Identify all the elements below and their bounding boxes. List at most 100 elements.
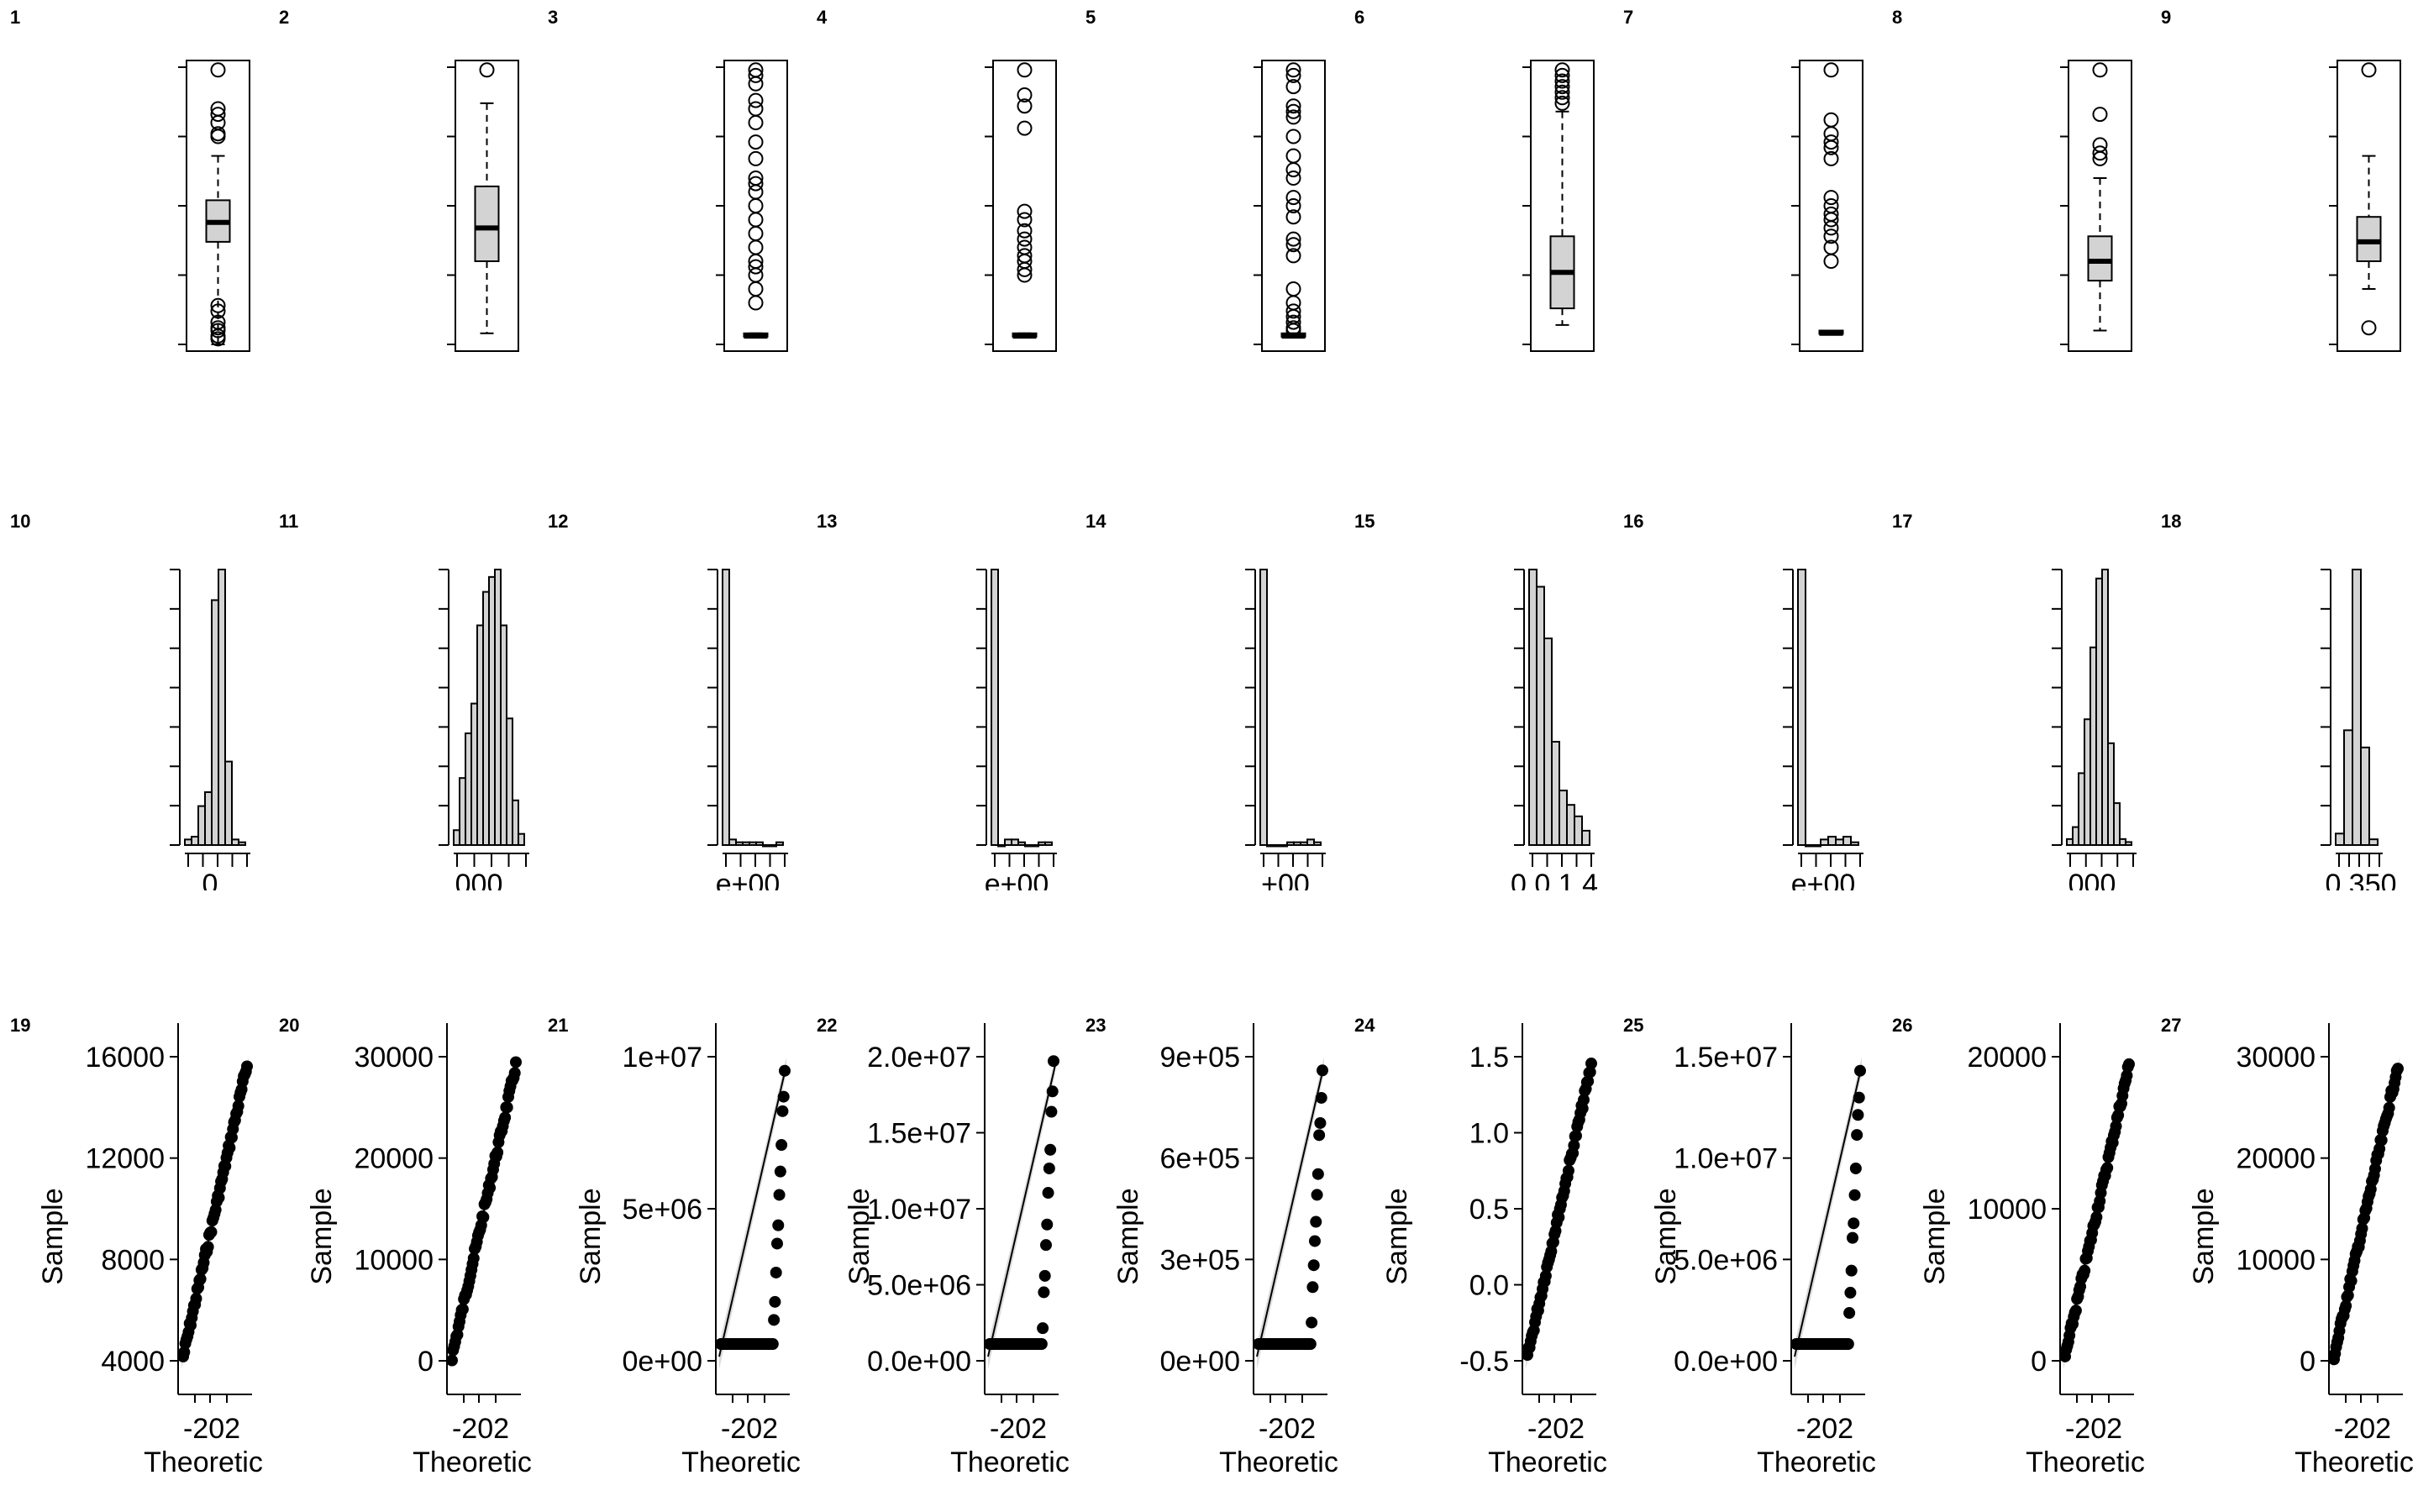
outlier-point xyxy=(1285,323,1301,339)
panel-4: 4 xyxy=(817,7,1057,352)
outlier-point xyxy=(479,62,495,78)
qq-point xyxy=(446,1354,458,1367)
qq-point xyxy=(1844,1286,1857,1299)
panel-label: 7 xyxy=(1623,7,1633,28)
panel-22: 22 2.0e+07 1.5e+07 1.0e+07 5.0e+06 0.0e+00 -20… xyxy=(817,1015,1070,1478)
hist-bar xyxy=(1038,841,1046,847)
x-tick-label: 000 xyxy=(2068,869,2116,900)
qq-point xyxy=(1039,1239,1052,1252)
qq-point xyxy=(2121,1069,2133,1082)
outlier-point xyxy=(748,67,764,83)
panel-label: 4 xyxy=(817,7,828,28)
y-tick-label: 1.0 xyxy=(1469,1118,1509,1150)
y-tick-label: 0 xyxy=(418,1346,434,1378)
iqr-box xyxy=(2356,216,2382,263)
qq-point xyxy=(1851,1129,1863,1142)
y-tick-label: 5e+06 xyxy=(623,1194,703,1226)
panel-6: 6 xyxy=(1354,7,1595,352)
outlier-point xyxy=(1554,62,1570,78)
panel-label: 26 xyxy=(1892,1015,1912,1036)
reference-line xyxy=(718,1064,787,1357)
panel-label: 14 xyxy=(1085,511,1106,532)
y-tick-label: 10000 xyxy=(2236,1244,2315,1276)
qq-point xyxy=(2375,1134,2388,1147)
qq-point xyxy=(1308,1235,1321,1247)
qq-point xyxy=(777,1090,790,1103)
x-axis-label: Theoretic xyxy=(144,1446,263,1478)
outlier-point xyxy=(748,76,764,92)
qq-point xyxy=(1038,1286,1050,1299)
hist-bar xyxy=(2113,802,2121,847)
x-tick-label: -202 xyxy=(1527,1413,1585,1445)
qq-point xyxy=(2101,1162,2114,1174)
qq-point xyxy=(1584,1066,1596,1079)
hist-bar xyxy=(2352,569,2362,846)
outlier-point xyxy=(210,62,226,78)
hist-bar xyxy=(2072,826,2079,847)
hist-bar xyxy=(1004,838,1012,846)
hist-bar xyxy=(500,624,507,847)
hist-bar xyxy=(2084,718,2091,846)
panel-label: 15 xyxy=(1354,511,1375,532)
x-tick-label: -202 xyxy=(1796,1413,1853,1445)
qq-point xyxy=(2383,1101,2395,1114)
outlier-point xyxy=(1285,198,1301,213)
qq-point xyxy=(2345,1274,2358,1287)
qq-point xyxy=(491,1146,504,1158)
hist-bar xyxy=(1306,838,1315,846)
panel-label: 17 xyxy=(1892,511,1912,532)
panel-label: 11 xyxy=(279,511,298,532)
qq-point xyxy=(770,1266,782,1278)
hist-bar xyxy=(1827,836,1837,847)
qq-point xyxy=(1843,1307,1856,1320)
outlier-point xyxy=(1017,261,1033,277)
qq-point xyxy=(769,1295,781,1308)
x-axis-label: Theoretic xyxy=(2026,1446,2145,1478)
outlier-point xyxy=(1285,209,1301,225)
panel-label: 5 xyxy=(1085,7,1096,28)
qq-point xyxy=(202,1241,214,1253)
y-tick-label: 12000 xyxy=(85,1143,165,1175)
qq-point xyxy=(1038,1269,1051,1282)
qq-point xyxy=(1042,1187,1054,1200)
x-tick-label: -202 xyxy=(2334,1413,2391,1445)
qq-point xyxy=(1585,1058,1597,1070)
hist-bar xyxy=(1543,638,1553,846)
qq-point xyxy=(2392,1063,2404,1075)
y-axis-label: Sample xyxy=(1919,1188,1951,1284)
qq-point xyxy=(178,1346,191,1358)
hist-bar xyxy=(211,599,219,846)
qq-point xyxy=(768,1314,781,1326)
y-tick-label: 1.5 xyxy=(1469,1042,1509,1074)
qq-point xyxy=(774,1165,786,1178)
hist-bar xyxy=(1574,815,1583,846)
outlier-point xyxy=(1285,303,1301,319)
hist-bar xyxy=(224,760,233,847)
hist-bar xyxy=(1812,844,1821,848)
qq-point xyxy=(1576,1102,1589,1115)
hist-bar xyxy=(518,832,525,846)
qq-point xyxy=(467,1252,480,1264)
hist-bar xyxy=(1300,841,1308,847)
qq-point xyxy=(1045,1105,1058,1118)
hist-bar xyxy=(1266,844,1275,848)
qq-point xyxy=(2069,1305,2082,1317)
qq-point xyxy=(194,1273,207,1285)
qq-point xyxy=(775,1139,788,1152)
panel-13: 13 e+00 xyxy=(817,511,1057,890)
panel-15: 15 0.0 1.4 xyxy=(1354,511,1598,890)
hist-bar xyxy=(1313,841,1322,847)
outlier-point xyxy=(1017,223,1033,239)
y-tick-label: 6e+05 xyxy=(1160,1143,1241,1175)
y-tick-label: 9e+05 xyxy=(1160,1042,1241,1074)
panel-12: 12 e+00 xyxy=(548,511,788,890)
qq-point xyxy=(773,1189,786,1201)
qq-point xyxy=(213,1191,225,1204)
qq-point xyxy=(190,1292,202,1305)
x-tick-label: 0.350 xyxy=(2325,869,2396,900)
hist-bar xyxy=(1273,844,1281,848)
outlier-point xyxy=(1823,62,1839,78)
outlier-point xyxy=(748,134,764,150)
